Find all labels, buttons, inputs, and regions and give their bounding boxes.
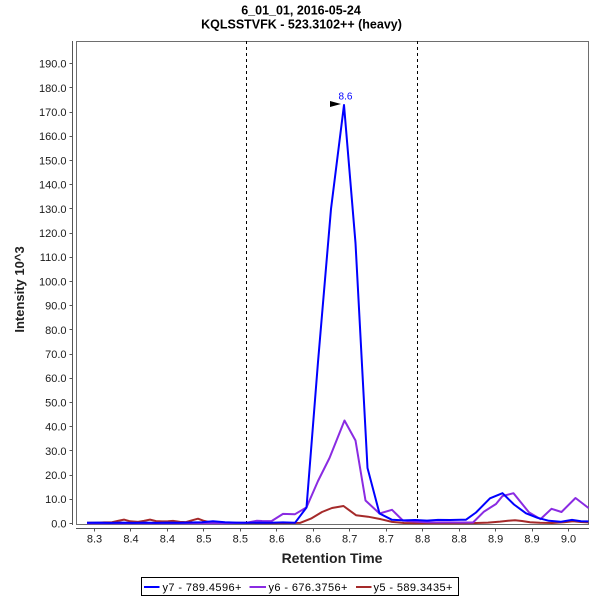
svg-text:8.7: 8.7 (379, 534, 394, 546)
svg-text:130.0: 130.0 (39, 204, 67, 216)
svg-text:8.8: 8.8 (451, 534, 466, 546)
svg-text:150.0: 150.0 (39, 155, 67, 167)
svg-text:y7 - 789.4596+: y7 - 789.4596+ (163, 582, 242, 594)
svg-text:100.0: 100.0 (39, 276, 67, 288)
svg-text:80.0: 80.0 (45, 325, 66, 337)
svg-text:160.0: 160.0 (39, 131, 67, 143)
svg-text:9.0: 9.0 (561, 534, 576, 546)
svg-text:8.9: 8.9 (488, 534, 503, 546)
svg-text:8.6: 8.6 (339, 92, 353, 103)
svg-text:6_01_01, 2016-05-24: 6_01_01, 2016-05-24 (241, 4, 361, 18)
svg-text:y5 - 589.3435+: y5 - 589.3435+ (374, 582, 453, 594)
svg-text:KQLSSTVFK - 523.3102++ (heavy): KQLSSTVFK - 523.3102++ (heavy) (201, 17, 402, 31)
svg-text:190.0: 190.0 (39, 59, 67, 71)
svg-text:50.0: 50.0 (45, 397, 66, 409)
svg-text:Retention Time: Retention Time (282, 550, 383, 566)
svg-text:8.8: 8.8 (415, 534, 430, 546)
svg-text:8.4: 8.4 (160, 534, 175, 546)
svg-text:40.0: 40.0 (45, 422, 66, 434)
svg-text:30.0: 30.0 (45, 446, 66, 458)
svg-text:20.0: 20.0 (45, 470, 66, 482)
svg-text:Intensity 10^3: Intensity 10^3 (12, 246, 27, 332)
svg-text:8.6: 8.6 (306, 534, 321, 546)
svg-text:8.4: 8.4 (123, 534, 138, 546)
svg-text:140.0: 140.0 (39, 180, 67, 192)
svg-text:8.3: 8.3 (87, 534, 102, 546)
svg-text:8.6: 8.6 (269, 534, 284, 546)
svg-text:8.5: 8.5 (196, 534, 211, 546)
svg-text:8.7: 8.7 (342, 534, 357, 546)
svg-text:180.0: 180.0 (39, 83, 67, 95)
svg-text:y6 - 676.3756+: y6 - 676.3756+ (269, 582, 348, 594)
svg-text:120.0: 120.0 (39, 228, 67, 240)
svg-text:0.0: 0.0 (51, 518, 66, 530)
svg-text:8.5: 8.5 (233, 534, 248, 546)
svg-text:170.0: 170.0 (39, 107, 67, 119)
svg-text:10.0: 10.0 (45, 494, 66, 506)
svg-text:70.0: 70.0 (45, 349, 66, 361)
svg-text:110.0: 110.0 (40, 252, 67, 264)
svg-text:90.0: 90.0 (45, 301, 66, 313)
svg-text:8.9: 8.9 (524, 534, 539, 546)
svg-text:60.0: 60.0 (45, 373, 66, 385)
